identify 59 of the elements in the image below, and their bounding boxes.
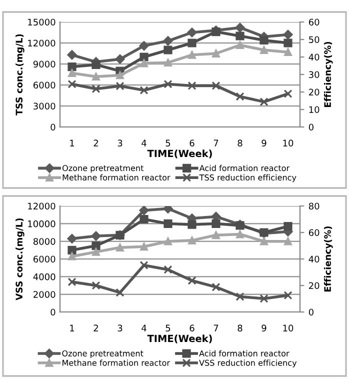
y2-axis-title: Efficiency(%): [324, 42, 333, 107]
y-tick-label: 6000: [33, 256, 56, 263]
legend-label: Ozone pretreatment: [62, 350, 144, 358]
y-axis-title: TSS conc.(mg/L): [16, 34, 24, 116]
x-tick-label: 4: [142, 140, 146, 146]
x-tick-label: 5: [166, 140, 170, 146]
y2-tick-label: 60: [308, 18, 320, 26]
x-tick-label: 3: [118, 324, 122, 332]
y2-tick-label: 30: [309, 71, 320, 78]
y2-tick-label: 0: [308, 308, 314, 316]
x-axis-title: TIME(Week): [147, 150, 212, 158]
x-tick-label: 3: [118, 140, 122, 146]
y-tick-label: 12000: [28, 202, 56, 210]
legend-label: Methane formation reactor: [62, 174, 170, 181]
y-tick-label: 0: [50, 308, 56, 316]
y-tick-label: 9000: [33, 60, 56, 68]
y-tick-label: 6000: [33, 82, 56, 89]
x-tick-label: 10: [283, 140, 294, 146]
x-tick-label: 6: [190, 324, 194, 332]
y-tick-label: 12000: [28, 40, 56, 47]
x-tick-label: 5: [166, 324, 170, 332]
y-tick-label: 4000: [33, 273, 56, 280]
x-tick-label: 7: [214, 140, 218, 146]
x-tick-label: 8: [238, 324, 242, 332]
legend-label: Acid formation reactor: [199, 164, 290, 172]
y-tick-label: 10000: [28, 220, 56, 228]
y2-tick-label: 80: [308, 202, 320, 210]
x-tick-label: 6: [190, 140, 194, 146]
x-tick-label: 7: [214, 324, 218, 332]
x-tick-label: 10: [283, 324, 294, 332]
x-tick-label: 9: [262, 140, 266, 146]
y2-tick-label: 20: [308, 282, 320, 290]
legend-label: Ozone pretreatment: [62, 165, 144, 173]
y2-tick-label: 0: [308, 124, 314, 131]
x-tick-label: 4: [142, 324, 146, 332]
y2-tick-label: 10: [309, 106, 320, 114]
y2-tick-label: 20: [308, 88, 320, 96]
x-tick-label: 8: [238, 140, 242, 146]
legend-label: Acid formation reactor: [199, 350, 290, 356]
y2-tick-label: 50: [309, 36, 320, 44]
legend-label: VSS reduction efficiency: [199, 360, 297, 368]
y2-tick-label: 40: [308, 54, 320, 61]
x-tick-label: 2: [94, 140, 98, 146]
y2-tick-label: 40: [308, 256, 320, 263]
x-tick-label: 2: [94, 324, 98, 332]
x-tick-label: 9: [262, 324, 266, 332]
y2-tick-label: 60: [308, 229, 320, 236]
legend-label: Methane formation reactor: [62, 360, 170, 366]
y-tick-label: 15000: [28, 18, 56, 26]
x-tick-label: 1: [70, 140, 74, 146]
y-axis-title: VSS conc.(mg/L): [16, 218, 24, 300]
y-tick-label: 0: [50, 124, 56, 131]
y2-axis-title: Efficiency(%): [324, 226, 333, 292]
x-tick-label: 1: [70, 324, 74, 332]
y-tick-label: 3000: [34, 102, 56, 110]
x-axis-title: TIME(Week): [147, 334, 212, 344]
y-tick-label: 2000: [34, 291, 56, 298]
legend-label: TSS reduction efficiency: [199, 174, 296, 182]
y-tick-label: 8000: [33, 238, 56, 245]
